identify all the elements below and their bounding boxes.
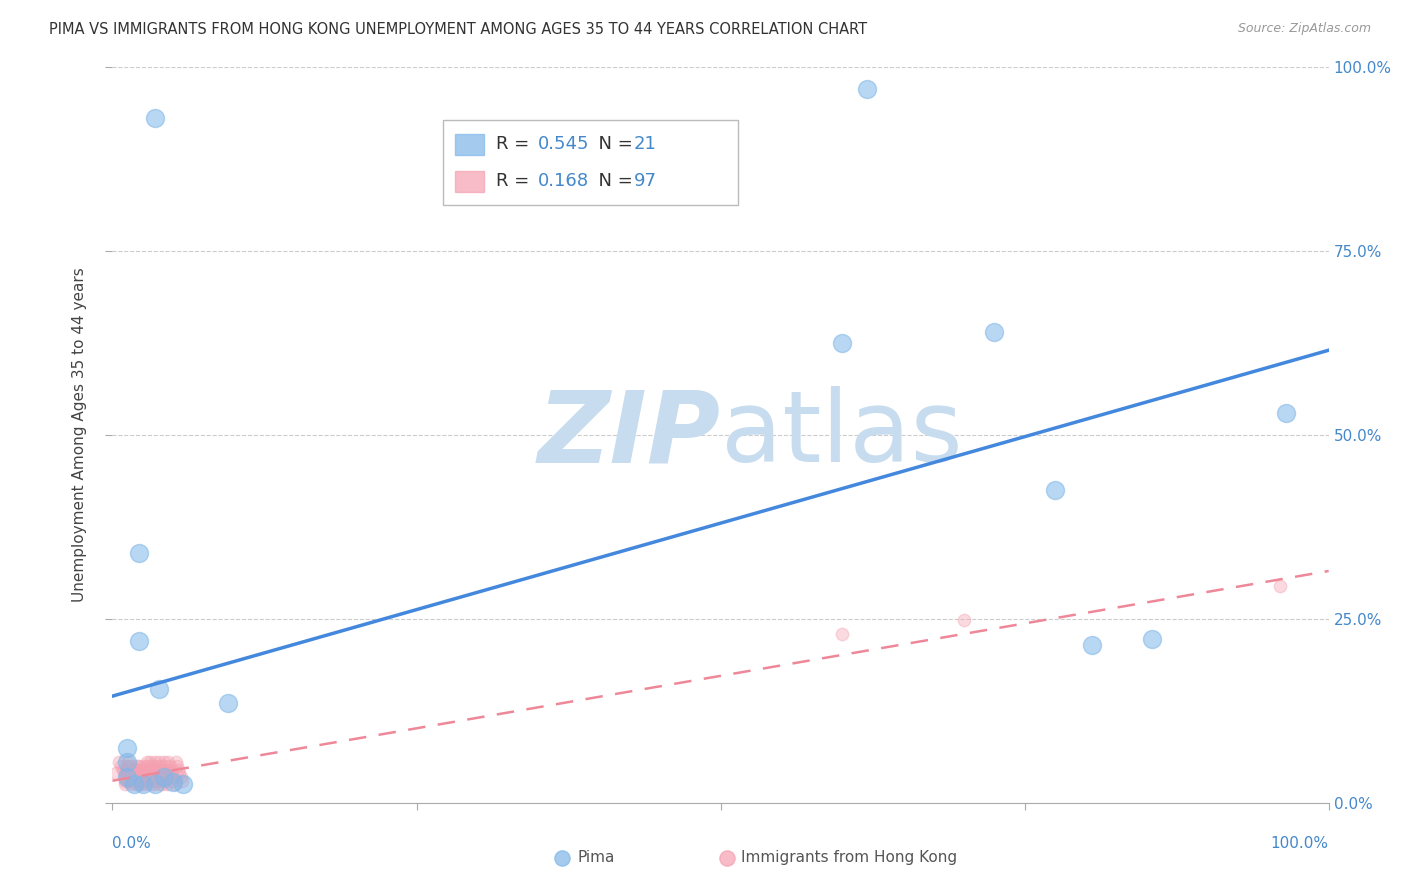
- Text: R =: R =: [496, 172, 536, 190]
- Text: R =: R =: [496, 136, 536, 153]
- Text: Immigrants from Hong Kong: Immigrants from Hong Kong: [741, 850, 957, 865]
- Y-axis label: Unemployment Among Ages 35 to 44 years: Unemployment Among Ages 35 to 44 years: [72, 268, 87, 602]
- Text: N =: N =: [588, 172, 638, 190]
- Text: N =: N =: [588, 136, 638, 153]
- Text: 97: 97: [634, 172, 657, 190]
- Text: atlas: atlas: [720, 386, 962, 483]
- Text: PIMA VS IMMIGRANTS FROM HONG KONG UNEMPLOYMENT AMONG AGES 35 TO 44 YEARS CORRELA: PIMA VS IMMIGRANTS FROM HONG KONG UNEMPL…: [49, 22, 868, 37]
- Text: 0.0%: 0.0%: [112, 836, 152, 851]
- Text: Source: ZipAtlas.com: Source: ZipAtlas.com: [1237, 22, 1371, 36]
- Text: 0.545: 0.545: [538, 136, 589, 153]
- Text: 0.168: 0.168: [538, 172, 589, 190]
- Text: ZIP: ZIP: [537, 386, 720, 483]
- Text: Pima: Pima: [576, 850, 614, 865]
- Text: 21: 21: [634, 136, 657, 153]
- Text: 100.0%: 100.0%: [1271, 836, 1329, 851]
